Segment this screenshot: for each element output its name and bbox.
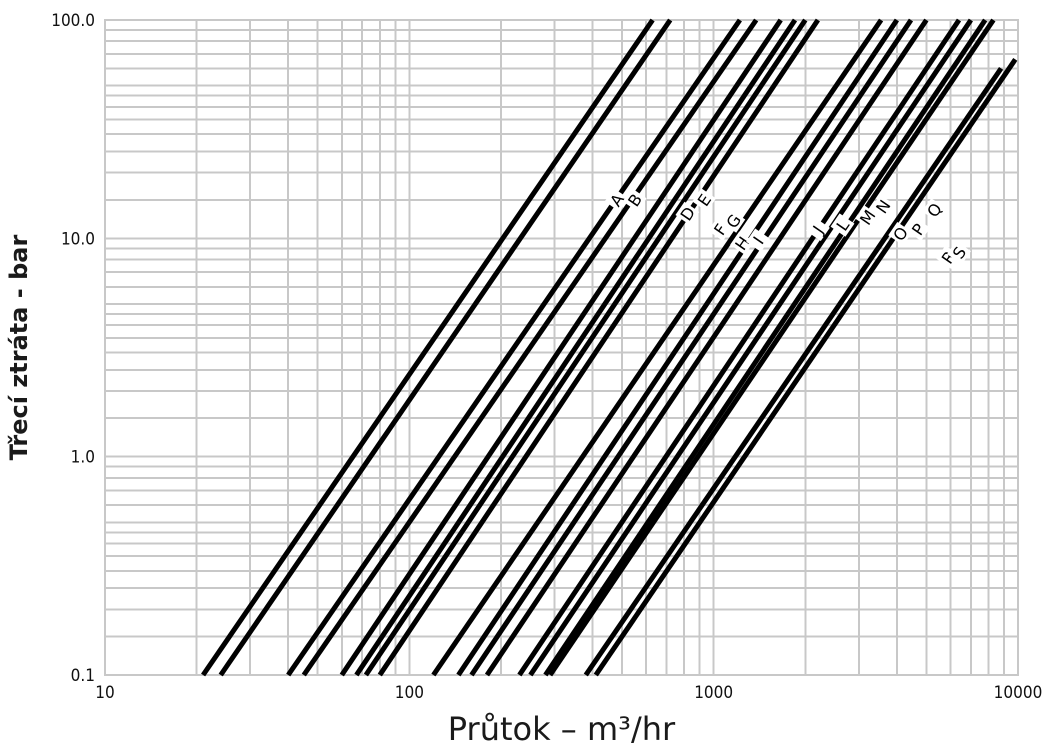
series-line-i xyxy=(377,18,820,677)
curve-label-n: N xyxy=(871,194,895,219)
curve-label-background xyxy=(888,222,913,246)
x-tick-label: 1000 xyxy=(694,683,733,703)
y-axis-title: Třecí ztráta - bar xyxy=(5,235,33,461)
curve-label-background xyxy=(746,228,771,252)
curve-label-background xyxy=(871,194,895,219)
curve-label-l: L xyxy=(830,213,855,237)
y-tick-label: 1.0 xyxy=(71,448,95,468)
curve-label-j: J xyxy=(805,217,830,241)
series-line-h xyxy=(363,18,808,677)
curve-label-background xyxy=(947,240,971,265)
series-lines xyxy=(201,18,1018,677)
curve-label-background xyxy=(730,231,755,255)
curve-label-h: H xyxy=(730,231,755,255)
curve-label-d: D xyxy=(675,201,700,226)
curve-label-s: S xyxy=(947,240,971,265)
curve-label-background xyxy=(708,217,733,241)
curve-label-o: O xyxy=(888,222,913,246)
curve-label-background xyxy=(936,245,961,269)
series-line-l xyxy=(469,18,914,677)
x-tick-label: 10 xyxy=(95,683,114,703)
y-tick-label: 10.0 xyxy=(61,229,95,249)
curve-label-e: E xyxy=(692,188,717,212)
curve-label-background xyxy=(805,217,830,241)
series-line-o xyxy=(528,18,973,677)
series-line-f xyxy=(339,18,783,677)
curve-label-background xyxy=(721,209,746,233)
plot-frame xyxy=(104,19,1019,676)
curve-label-background xyxy=(692,188,717,212)
curve-label-background xyxy=(922,198,947,222)
curve-label-background xyxy=(830,213,855,237)
series-line-s xyxy=(593,57,1018,677)
series-line-j xyxy=(431,18,884,677)
curve-label-i: I xyxy=(746,228,771,252)
curve-label-g: G xyxy=(721,209,746,233)
curve-label-a: A xyxy=(604,188,629,212)
x-axis-title: Průtok – m³/hr xyxy=(448,710,676,745)
series-line-g xyxy=(354,18,798,677)
curve-label-background xyxy=(906,217,931,241)
x-tick-label: 100 xyxy=(395,683,424,703)
curve-label-background xyxy=(604,188,629,212)
series-line-b xyxy=(218,18,673,677)
curve-label-background xyxy=(855,205,880,229)
curve-label-b: B xyxy=(622,188,647,212)
series-line-k xyxy=(456,18,899,677)
series-line-r xyxy=(583,66,1004,677)
series-line-m xyxy=(484,18,929,677)
series-line-p xyxy=(543,18,988,677)
series-line-d xyxy=(286,18,742,677)
curve-label-background xyxy=(622,188,647,212)
series-line-a xyxy=(201,18,655,677)
x-tick-label: 10000 xyxy=(994,683,1043,703)
curve-label-m: M xyxy=(855,205,880,229)
series-line-n xyxy=(517,18,962,677)
series-line-q xyxy=(548,18,996,677)
series-line-e xyxy=(301,18,759,677)
curve-label-p: P xyxy=(906,217,931,241)
tick-labels: 10 100 1000 10000 0.1 1.0 10.0 100.0 xyxy=(51,11,1042,703)
curve-label-q: Q xyxy=(922,198,947,222)
y-tick-label: 0.1 xyxy=(71,666,95,686)
y-tick-label: 100.0 xyxy=(51,11,95,31)
curve-label-background xyxy=(675,201,700,226)
